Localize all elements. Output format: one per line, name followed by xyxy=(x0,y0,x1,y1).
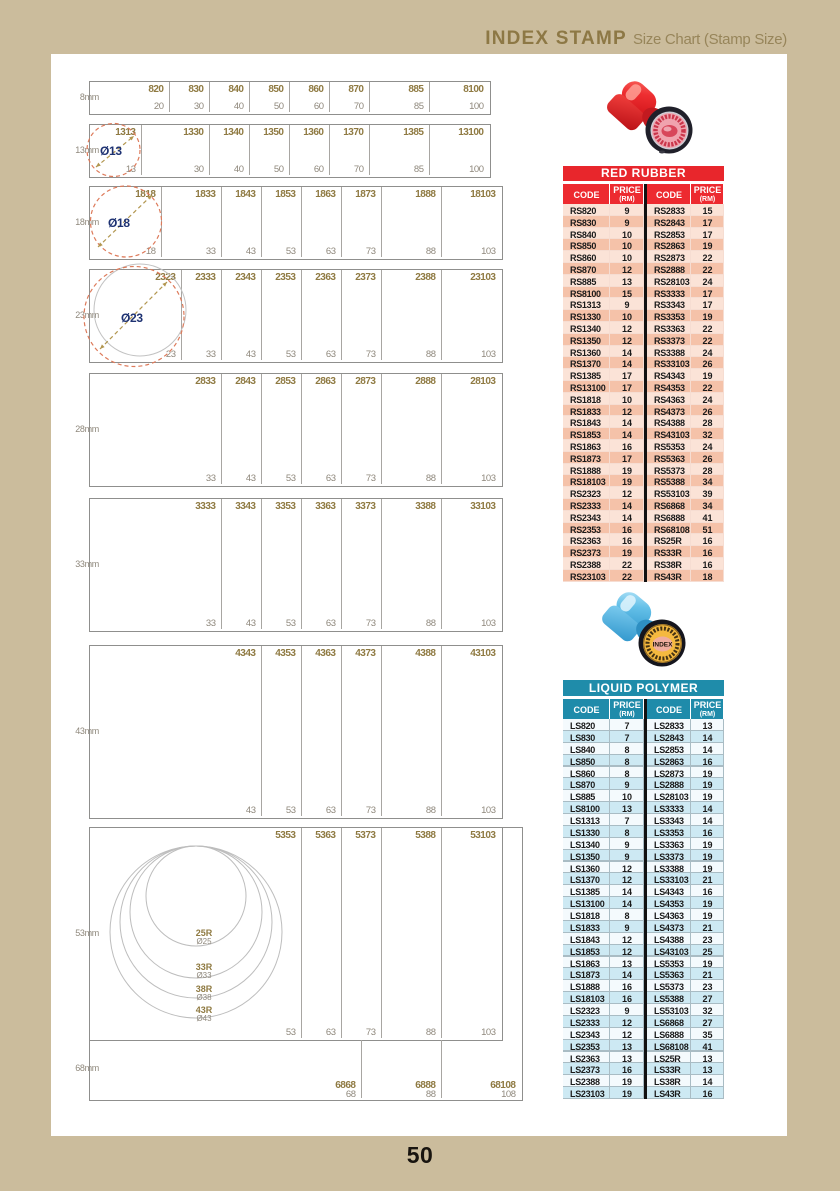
svg-text:INDEX: INDEX xyxy=(653,642,674,649)
